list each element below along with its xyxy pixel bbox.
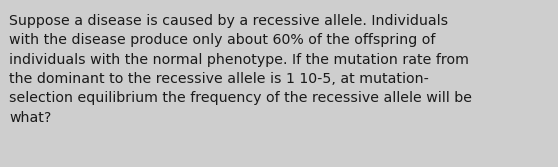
- Text: Suppose a disease is caused by a recessive allele. Individuals
with the disease : Suppose a disease is caused by a recessi…: [9, 14, 472, 125]
